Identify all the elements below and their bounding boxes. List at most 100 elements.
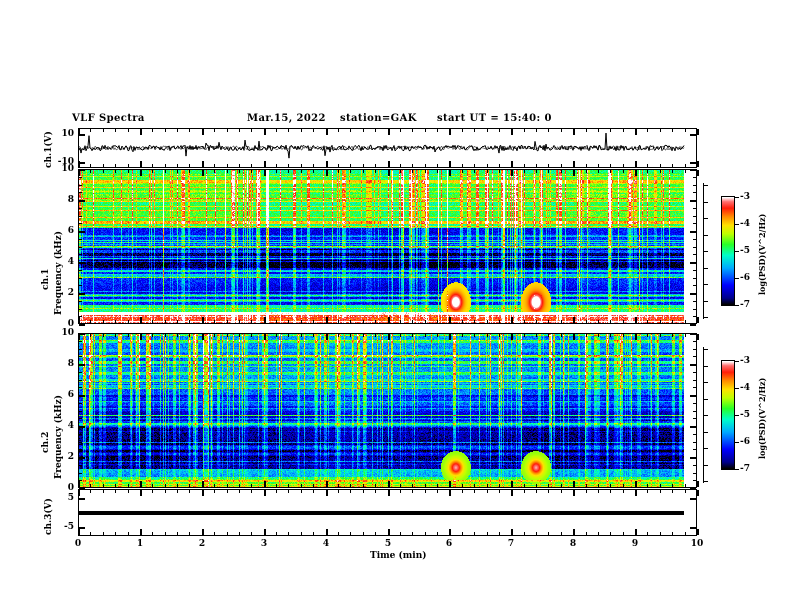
ch1-spectrogram-xtick-bottom — [511, 317, 513, 323]
ch3-waveform-xtick-top — [685, 490, 686, 493]
outer-axis-tick-0 — [703, 235, 708, 236]
ch2-spectrogram-yminor-right — [693, 333, 696, 334]
ch1-spectrogram-yminor-right — [693, 262, 696, 263]
ch2-spectrogram-xtick-bottom — [400, 484, 401, 487]
ch1-spectrogram-xtick-bottom — [115, 320, 116, 323]
ch1-waveform-xtick-top — [598, 129, 599, 132]
outer-axis-line-0 — [703, 183, 704, 319]
ch2-spectrogram-xtick-top — [449, 334, 451, 340]
ch3-waveform-xtick-top — [449, 490, 451, 496]
ch2-spectrogram-xtick-top — [326, 334, 328, 340]
ch3-waveform-xtick-bottom — [697, 529, 699, 535]
ch1-waveform-xtick-top — [264, 129, 266, 135]
ch1-waveform-xtick-top — [685, 129, 686, 132]
ch1-spectrogram-xtick-bottom — [536, 320, 537, 323]
ch2-frequency-axis-title: Frequency (kHz) — [54, 394, 64, 479]
ch2-spectrogram-ytick-label: 2 — [67, 452, 74, 462]
ch3-waveform-xtick-top — [647, 490, 648, 493]
ch3-waveform-xtick-top — [276, 490, 277, 493]
ch3-waveform-xtick-top — [301, 490, 302, 493]
outer-axis-tick-0 — [703, 185, 708, 186]
ch2-spectrogram-yminor-left — [79, 426, 82, 427]
ch2-spectrogram-ytick-right — [690, 333, 696, 335]
ch1-spectrogram-xtick-top — [685, 170, 686, 173]
ch2-spectrogram-xtick-top — [251, 334, 252, 337]
ch3-waveform-xtick-bottom — [425, 532, 426, 535]
outer-axis-tick-0 — [703, 218, 708, 219]
ch1-spectrogram-xtick-top — [338, 170, 339, 173]
ch2-spectrogram-xtick-bottom — [363, 484, 364, 487]
ch1-waveform-xtick-bottom — [647, 164, 648, 167]
ch1-spectrogram-yminor-left — [79, 270, 82, 271]
ch1-waveform-xtick-bottom — [276, 164, 277, 167]
ch2-spectrogram-ytick-label: 0 — [67, 483, 74, 493]
ch2-spectrogram-xtick-top — [301, 334, 302, 337]
ch1-waveform-xtick-top — [375, 129, 376, 132]
ch1-spectrogram-xtick-top — [375, 170, 376, 173]
ch1-spectrogram-xtick-bottom — [647, 320, 648, 323]
ch1-waveform-ytick-right — [690, 162, 696, 164]
ch1-spectrogram-xtick-top — [90, 170, 91, 173]
x-tick-label: 7 — [507, 539, 515, 549]
ch2-spectrogram-xtick-bottom — [586, 484, 587, 487]
ch1-waveform-xtick-top — [177, 129, 178, 132]
ch1-waveform-xtick-bottom — [635, 161, 637, 167]
ch1-waveform-xtick-top — [140, 129, 142, 135]
ch3-waveform-xtick-top — [78, 490, 80, 496]
ch1-colorbar-tick-label: -7 — [740, 300, 750, 310]
ch3-waveform-xtick-top — [115, 490, 116, 493]
ch1-spectrogram-xtick-top — [548, 170, 549, 173]
ch2-spectrogram-yminor-left — [79, 480, 82, 481]
ch1-spectrogram-channel-label: ch.1 — [41, 268, 51, 290]
ch1-spectrogram-yminor-left — [79, 192, 82, 193]
ch2-spectrogram-xtick-bottom — [635, 481, 637, 487]
ch1-spectrogram-xtick-top — [573, 170, 575, 176]
ch1-waveform-xtick-top — [474, 129, 475, 132]
ch1-spectrogram-xtick-top — [474, 170, 475, 173]
ch1-spectrogram-canvas — [79, 170, 696, 323]
ch1-waveform-xtick-bottom — [487, 164, 488, 167]
ch1-spectrogram-xtick-top — [462, 170, 463, 173]
ch1-spectrogram-xtick-bottom — [462, 320, 463, 323]
ch1-waveform-xtick-top — [610, 129, 611, 132]
ch2-spectrogram-xtick-top — [313, 334, 314, 337]
ch1-spectrogram-xtick-bottom — [239, 320, 240, 323]
ch2-spectrogram-yminor-right — [693, 457, 696, 458]
ch2-spectrogram-xtick-bottom — [610, 484, 611, 487]
x-tick-label: 0 — [74, 539, 82, 549]
ch1-spectrogram-xtick-top — [301, 170, 302, 173]
ch3-waveform-xtick-top — [499, 490, 500, 493]
ch3-waveform-xtick-top — [214, 490, 215, 493]
ch1-waveform-xtick-bottom — [623, 164, 624, 167]
ch1-spectrogram-xtick-top — [152, 170, 153, 173]
ch3-waveform-xtick-bottom — [276, 532, 277, 535]
ch1-spectrogram-yminor-left — [79, 262, 82, 263]
ch1-spectrogram-xtick-top — [251, 170, 252, 173]
ch1-spectrogram-ytick-label: 6 — [67, 226, 74, 236]
ch2-spectrogram-xtick-top — [189, 334, 190, 337]
ch1-waveform-xtick-bottom — [548, 164, 549, 167]
ch2-colorbar-gradient — [722, 361, 734, 469]
ch2-spectrogram-xtick-bottom — [276, 484, 277, 487]
ch1-spectrogram-xtick-top — [412, 170, 413, 173]
ch2-spectrogram-xtick-top — [610, 334, 611, 337]
ch2-spectrogram-xtick-top — [647, 334, 648, 337]
ch3-waveform-xtick-top — [425, 490, 426, 493]
ch1-waveform-xtick-bottom — [152, 164, 153, 167]
ch3-waveform-xtick-bottom — [115, 532, 116, 535]
ch3-waveform-xtick-bottom — [548, 532, 549, 535]
ch2-spectrogram-xtick-bottom — [251, 484, 252, 487]
ch2-spectrogram-yminor-left — [79, 473, 82, 474]
ch3-waveform-xtick-bottom — [103, 532, 104, 535]
ch1-spectrogram-xtick-bottom — [474, 320, 475, 323]
ch2-spectrogram-ytick-left — [79, 364, 85, 366]
ch3-waveform-xtick-top — [586, 490, 587, 493]
ch1-waveform-ytick-label: 10 — [61, 129, 74, 139]
ch1-colorbar-tick-label: -6 — [740, 273, 750, 283]
ch3-waveform-xtick-top — [697, 490, 699, 496]
ch1-spectrogram-xtick-bottom — [635, 317, 637, 323]
ch2-spectrogram-panel — [78, 333, 697, 488]
ch1-spectrogram-xtick-bottom — [388, 317, 390, 323]
ch1-waveform-panel — [78, 128, 697, 168]
ch1-spectrogram-yminor-right — [693, 301, 696, 302]
